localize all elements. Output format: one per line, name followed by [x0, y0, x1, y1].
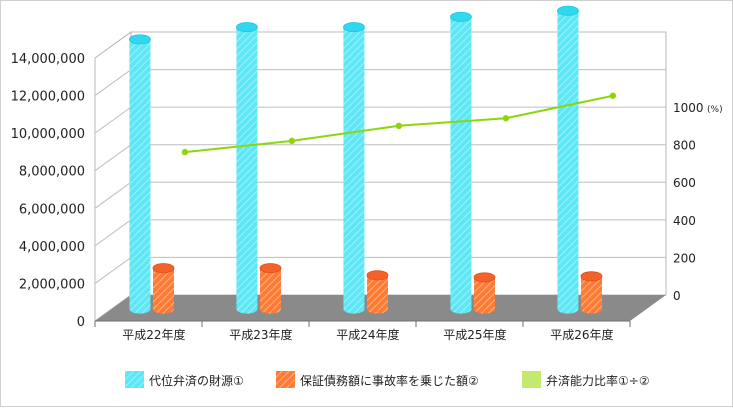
bar-financial-resources-body: [129, 39, 151, 309]
bar-guarantee-amount-body: [580, 276, 602, 309]
bar-guarantee-amount-body: [473, 277, 495, 309]
x-category-label: 平成23年度: [229, 327, 292, 342]
bar-financial-resources: [236, 22, 258, 314]
y-left-tick-label: 10,000,000: [11, 127, 85, 142]
bar-guarantee-amount: [580, 271, 603, 314]
y-right-unit-label: (%): [707, 105, 723, 115]
bar-guarantee-amount-base: [580, 304, 602, 314]
x-category-label: 平成25年度: [443, 327, 506, 342]
bar-guarantee-amount-top: [580, 271, 603, 282]
bar-guarantee-amount-base: [152, 304, 174, 314]
bar-guarantee-amount: [152, 263, 175, 314]
bar-financial-resources-body: [557, 10, 579, 309]
bar-financial-resources-top: [129, 34, 151, 45]
bar-guarantee-amount-body: [259, 268, 281, 309]
y-left-tick-label: 4,000,000: [19, 240, 85, 255]
ratio-point: [502, 115, 510, 122]
ratio-point: [181, 148, 189, 156]
x-category-label: 平成24年度: [336, 327, 399, 342]
y-right-tick-label: 800: [673, 139, 696, 153]
side-wall: [94, 31, 132, 322]
bar-guarantee-amount: [473, 272, 496, 314]
bar-financial-resources: [129, 34, 151, 314]
bar-financial-resources-body: [450, 16, 472, 309]
bar-guarantee-amount-base: [473, 304, 495, 314]
y-right-tick-label: 600: [673, 176, 696, 190]
bar-financial-resources: [450, 11, 472, 314]
x-category-label: 平成26年度: [550, 327, 613, 342]
bar-financial-resources-top: [450, 11, 472, 22]
bar-financial-resources-base: [343, 304, 365, 314]
back-wall: [130, 31, 667, 296]
legend-label: 代位弁済の財源①: [149, 373, 244, 388]
legend-item-guarantee-amount: 保証債務額に事故率を乗じた額②: [276, 371, 479, 388]
bar-financial-resources-base: [129, 304, 151, 314]
bar-guarantee-amount: [259, 263, 282, 314]
bar-financial-resources-base: [236, 304, 258, 314]
bar-financial-resources-body: [343, 27, 365, 309]
bar-guarantee-amount-top: [152, 263, 175, 274]
bar-financial-resources: [343, 22, 365, 314]
bar-financial-resources-base: [557, 304, 579, 314]
ratio-point: [288, 137, 296, 145]
legend-swatch: [276, 371, 295, 388]
legend-swatch: [522, 371, 541, 388]
bar-financial-resources: [557, 5, 579, 314]
ratio-point: [609, 92, 617, 99]
y-left-tick-label: 14,000,000: [11, 52, 85, 67]
bar-guarantee-amount-top: [259, 263, 282, 274]
bar-guarantee-amount-top: [473, 272, 496, 283]
bar-guarantee-amount-base: [366, 304, 388, 314]
bar-guarantee-amount-body: [366, 275, 388, 309]
bar-guarantee-amount-base: [259, 304, 281, 314]
y-left-tick-label: 12,000,000: [11, 90, 85, 105]
y-right-tick-label: 0: [673, 289, 681, 303]
bar-guarantee-amount: [366, 270, 389, 314]
legend-swatch: [125, 371, 144, 388]
bar-financial-resources-body: [236, 27, 258, 309]
bar-financial-resources-top: [236, 22, 258, 33]
y-left-tick-label: 2,000,000: [19, 277, 85, 292]
bar-financial-resources-top: [557, 5, 579, 16]
y-left-tick-label: 8,000,000: [19, 165, 85, 180]
y-right-tick-label: 200: [673, 251, 696, 265]
bar-guarantee-amount-top: [366, 270, 389, 281]
bar-financial-resources-base: [450, 304, 472, 314]
y-left-tick-label: 6,000,000: [19, 202, 85, 217]
legend-label: 保証債務額に事故率を乗じた額②: [300, 373, 479, 388]
bar-guarantee-amount-body: [152, 268, 174, 309]
y-right-tick-label: 1000: [673, 101, 704, 115]
legend-label: 弁済能力比率①÷②: [546, 373, 650, 388]
bar-financial-resources-top: [343, 22, 365, 33]
legend-item-ratio: 弁済能力比率①÷②: [522, 371, 650, 388]
y-right-tick-label: 400: [673, 214, 696, 228]
y-left-tick-label: 0: [77, 315, 85, 330]
gridline: [94, 31, 666, 59]
legend-item-financial-resources: 代位弁済の財源①: [125, 371, 244, 388]
ratio-point: [395, 122, 403, 129]
x-category-label: 平成22年度: [122, 327, 185, 342]
